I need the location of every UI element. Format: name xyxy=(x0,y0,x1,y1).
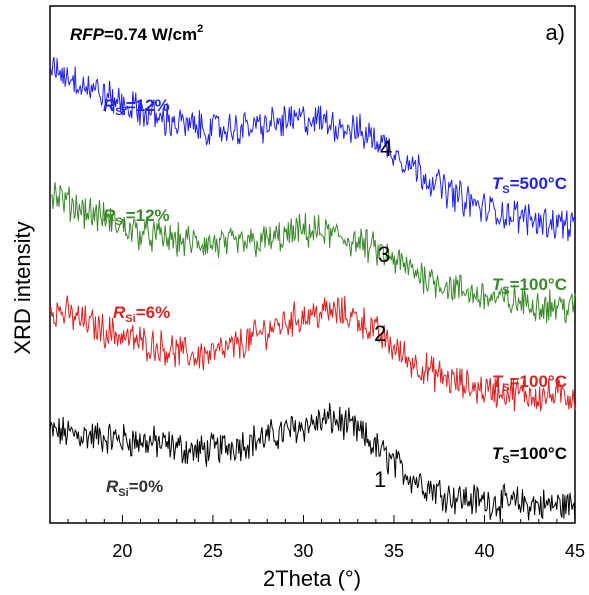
x-tick-label: 40 xyxy=(474,541,494,561)
x-tick-label: 45 xyxy=(565,541,585,561)
series-4-r-label: RSi=12% xyxy=(103,96,170,118)
series-3-r-label: RSi=12% xyxy=(103,206,170,228)
x-tick-label: 25 xyxy=(203,541,223,561)
series-2-t-label: TS=100°C xyxy=(492,372,567,394)
series-3-number: 3 xyxy=(378,242,390,267)
series-3-line xyxy=(49,182,576,324)
series-2-number: 2 xyxy=(374,321,386,346)
series-3-t-label: TS=100°C xyxy=(492,275,567,297)
series-layer xyxy=(49,56,576,522)
series-1-number: 1 xyxy=(374,467,386,492)
title-superscript: 2 xyxy=(197,23,203,35)
series-1-t-label: TS=100°C xyxy=(492,444,567,466)
title-variable: RFP xyxy=(70,25,105,44)
series-1-r-label: RSi=0% xyxy=(106,477,163,499)
series-4-t-label: TS=500°C xyxy=(492,174,567,196)
x-axis-label: 2Theta (°) xyxy=(263,566,361,591)
plot-frame xyxy=(49,5,576,524)
series-2-line xyxy=(49,295,576,412)
x-tick-label: 30 xyxy=(293,541,313,561)
series-4-number: 4 xyxy=(380,136,392,161)
title-text: =0.74 W/cm xyxy=(104,25,197,44)
series-4-line xyxy=(49,56,576,242)
chart-title: RFP=0.74 W/cm2 xyxy=(70,23,203,44)
series-2-r-label: RSi=6% xyxy=(113,303,170,325)
y-axis-label: XRD intensity xyxy=(10,221,35,354)
series-1-line xyxy=(49,402,576,522)
x-tick-label: 35 xyxy=(384,541,404,561)
panel-label: a) xyxy=(545,20,565,45)
x-ticks: 20 25 30 35 40 45 xyxy=(49,515,585,561)
x-tick-label: 20 xyxy=(112,541,132,561)
